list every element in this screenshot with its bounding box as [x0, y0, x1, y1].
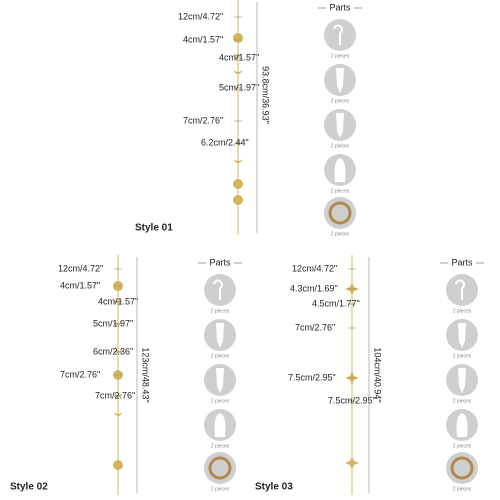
parts-title: Parts — [451, 257, 473, 267]
measurement-label: 12cm/4.72" — [178, 11, 223, 21]
ornament — [233, 195, 243, 205]
part-quantity: 2 pieces — [453, 308, 472, 314]
part-hook — [333, 24, 343, 45]
measurement-label: 7cm/2.76" — [183, 115, 223, 125]
part-spike — [216, 368, 224, 393]
part-quantity: 2 pieces — [331, 53, 350, 59]
ornament — [113, 460, 123, 470]
part-quantity: 2 pieces — [453, 443, 472, 449]
part-spike — [458, 368, 466, 393]
measurement-label: 4cm/1.57" — [219, 52, 259, 62]
part-ring — [328, 201, 352, 225]
measurement-label: 4.5cm/1.77" — [312, 298, 360, 308]
part-quantity: 2 pieces — [453, 398, 472, 404]
measurement-label: 7cm/2.76" — [60, 369, 100, 379]
style-label: Style 03 — [255, 482, 293, 493]
measurement-label: 4cm/1.57" — [98, 296, 138, 306]
measurement-label: 5cm/1.97" — [219, 82, 259, 92]
parts-title: Parts — [209, 257, 231, 267]
measurement-label: 7.5cm/2.95" — [288, 372, 336, 382]
measurement-label: 4.3cm/1.69" — [290, 283, 338, 293]
parts-title-bg — [326, 2, 354, 14]
style-label: Style 01 — [135, 223, 173, 234]
part-clip — [456, 413, 468, 437]
part-clip — [334, 158, 346, 182]
part-quantity: 2 pieces — [211, 486, 230, 492]
part-quantity: 2 pieces — [331, 231, 350, 237]
ornament — [113, 412, 123, 416]
measurement-label: 12cm/4.72" — [292, 263, 337, 273]
part-quantity: 2 pieces — [453, 486, 472, 492]
total-length: 123cm/48.43" — [141, 347, 151, 402]
measurement-label: 4cm/1.57" — [183, 34, 223, 44]
part-quantity: 2 pieces — [211, 308, 230, 314]
ornament — [345, 456, 359, 470]
measurement-label: 4cm/1.57" — [60, 280, 100, 290]
measurement-label: 12cm/4.72" — [58, 263, 103, 273]
parts-title-bg — [448, 257, 476, 269]
part-quantity: 2 pieces — [331, 188, 350, 194]
part-ring — [208, 456, 232, 480]
part-clip — [214, 413, 226, 437]
part-spike — [336, 113, 344, 138]
ornament — [233, 70, 243, 74]
part-quantity: 2 pieces — [211, 398, 230, 404]
part-quantity: 2 pieces — [331, 98, 350, 104]
total-length: 93.8cm/36.93" — [261, 66, 271, 124]
style-label: Style 02 — [10, 482, 48, 493]
part-quantity: 2 pieces — [211, 353, 230, 359]
ornament — [233, 33, 243, 43]
ornament — [233, 53, 243, 57]
parts-title-bg — [206, 257, 234, 269]
measurement-label: 6cm/2.36" — [93, 346, 133, 356]
part-spike — [216, 323, 224, 348]
parts-title: Parts — [329, 2, 351, 12]
measurement-label: 5cm/1.97" — [93, 318, 133, 328]
part-ring — [450, 456, 474, 480]
part-hook — [213, 279, 223, 300]
total-length: 104cm/40.94" — [373, 347, 383, 402]
part-spike — [336, 68, 344, 93]
measurement-label: 7cm/2.76" — [95, 390, 135, 400]
part-quantity: 2 pieces — [331, 143, 350, 149]
part-hook — [455, 279, 465, 300]
measurement-label: 6.2cm/2.44" — [201, 137, 249, 147]
ornament — [233, 159, 243, 163]
part-quantity: 2 pieces — [211, 443, 230, 449]
measurement-label: 7.5cm/2.95" — [328, 395, 376, 405]
measurement-label: 7cm/2.76" — [295, 322, 335, 332]
part-quantity: 2 pieces — [453, 353, 472, 359]
ornament — [233, 179, 243, 189]
part-spike — [458, 323, 466, 348]
